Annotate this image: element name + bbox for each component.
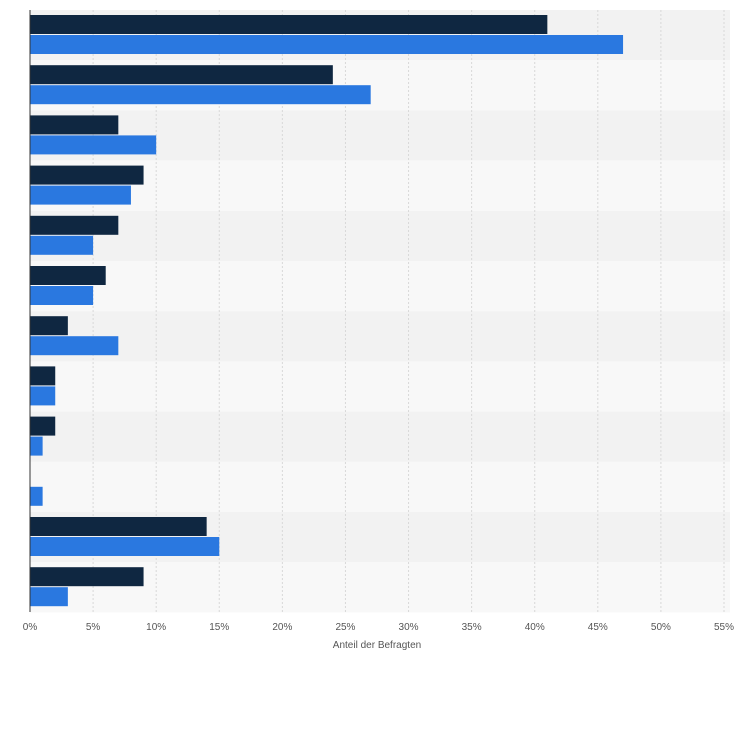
bar-series-2[interactable] <box>30 587 68 607</box>
bar-series-1[interactable] <box>30 266 106 285</box>
bar-series-1[interactable] <box>30 15 548 34</box>
x-tick-label: 15% <box>209 622 229 633</box>
x-tick-label: 25% <box>335 622 355 633</box>
bar-series-2[interactable] <box>30 85 371 105</box>
x-tick-label: 10% <box>146 622 166 633</box>
x-tick-label: 35% <box>462 622 482 633</box>
row-band <box>30 461 730 512</box>
x-tick-label: 55% <box>714 622 734 633</box>
gridlines <box>92 10 725 613</box>
row-band <box>30 261 730 312</box>
x-axis-tick-labels: 0% 5% 10% 15% 20% 25% 30% 35% 40% 45% 50% 55% <box>23 622 734 633</box>
bars <box>30 15 624 607</box>
x-tick-label: 5% <box>86 622 101 633</box>
bar-series-2[interactable] <box>30 436 43 456</box>
row-bands <box>30 10 730 613</box>
x-tick-label: 30% <box>399 622 419 633</box>
row-band <box>30 361 730 412</box>
bar-series-1[interactable] <box>30 215 119 235</box>
bar-series-1[interactable] <box>30 416 56 436</box>
bar-series-1[interactable] <box>30 517 207 536</box>
bar-series-1[interactable] <box>30 65 333 85</box>
x-axis-label: Anteil der Befragten <box>333 640 421 651</box>
bar-series-2[interactable] <box>30 486 43 506</box>
bar-series-2[interactable] <box>30 185 131 205</box>
x-tick-label: 50% <box>651 622 671 633</box>
x-tick-label: 45% <box>588 622 608 633</box>
x-tick-label: 20% <box>272 622 292 633</box>
bar-series-2[interactable] <box>30 235 94 255</box>
bar-series-2[interactable] <box>30 135 157 155</box>
bar-series-2[interactable] <box>30 35 624 54</box>
row-band <box>30 411 730 462</box>
bar-series-2[interactable] <box>30 336 119 356</box>
row-band <box>30 311 730 362</box>
x-tick-label: 40% <box>525 622 545 633</box>
bar-series-2[interactable] <box>30 537 220 556</box>
bar-series-1[interactable] <box>30 316 68 336</box>
bar-series-1[interactable] <box>30 165 144 185</box>
bar-series-2[interactable] <box>30 286 94 305</box>
row-band <box>30 160 730 211</box>
row-band <box>30 210 730 261</box>
x-tick-label: 0% <box>23 622 38 633</box>
bar-series-1[interactable] <box>30 115 119 135</box>
row-band <box>30 562 730 613</box>
bar-series-2[interactable] <box>30 386 56 406</box>
bar-series-1[interactable] <box>30 366 56 386</box>
bar-series-1[interactable] <box>30 567 144 587</box>
